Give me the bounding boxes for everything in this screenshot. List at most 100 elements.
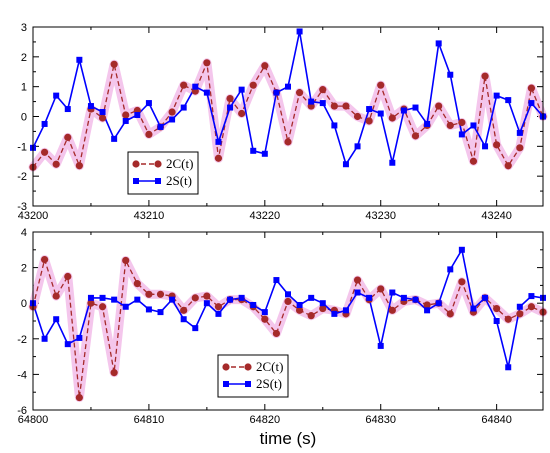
data-point-2C	[307, 312, 315, 320]
data-point-2S	[435, 40, 442, 47]
y-tick-label: 4	[21, 227, 27, 239]
data-point-2S	[134, 296, 141, 303]
data-point-2C	[516, 144, 524, 152]
data-point-2S	[447, 71, 454, 78]
data-point-2S	[203, 89, 210, 96]
plot-frame	[32, 26, 544, 207]
data-point-2C	[52, 292, 60, 300]
data-point-2C	[261, 62, 269, 70]
data-point-2S	[528, 100, 535, 107]
data-point-2C	[319, 86, 327, 94]
data-point-2C	[446, 310, 454, 318]
data-point-2S	[319, 300, 326, 307]
data-point-2C	[75, 393, 83, 402]
data-point-2C	[353, 112, 362, 121]
data-point-2C	[122, 256, 130, 265]
y-tick-label: 0	[21, 112, 27, 124]
data-point-2S	[470, 305, 477, 312]
data-point-2S	[64, 341, 71, 348]
data-point-2C	[145, 290, 153, 298]
data-point-2S	[447, 266, 454, 273]
data-point-2S	[64, 106, 71, 113]
data-point-2C	[249, 81, 257, 89]
data-point-2C	[168, 108, 176, 116]
data-point-2C	[87, 299, 95, 307]
legend-label: 2S(t)	[256, 376, 282, 391]
data-point-2C	[203, 59, 211, 67]
data-point-2S	[169, 296, 176, 303]
data-point-2C	[110, 60, 118, 68]
y-tick-label: -2	[17, 171, 27, 183]
legend-box	[217, 354, 289, 398]
legend-label: 2S(t)	[166, 173, 192, 188]
data-point-2C	[330, 102, 338, 110]
data-point-2S	[389, 159, 396, 166]
data-point-2C	[527, 84, 536, 92]
plot-panel-1: 43200 43210 43220 43230 43240 -3 -2 -1 0 1 2 3 2C(t)…	[17, 22, 548, 222]
data-point-2C	[110, 369, 118, 377]
data-point-2S	[505, 364, 512, 371]
legend-marker	[245, 381, 251, 387]
legend-marker	[222, 363, 230, 371]
plot-frame	[32, 231, 544, 411]
legend: 2C(t) 2S(t)	[217, 354, 289, 398]
legend-label: 2C(t)	[256, 359, 283, 374]
data-point-2S	[424, 120, 431, 127]
data-point-2S	[273, 89, 280, 96]
data-point-2C	[377, 285, 385, 293]
legend-marker	[223, 381, 229, 387]
data-point-2C	[481, 72, 489, 80]
data-point-2S	[122, 303, 129, 310]
data-point-2S	[412, 296, 419, 303]
y-tick-label: 1	[21, 82, 27, 94]
data-point-2C	[40, 148, 49, 156]
data-point-2C	[353, 276, 362, 284]
data-point-2C	[52, 160, 60, 168]
data-point-2S	[87, 103, 94, 110]
data-point-2S	[250, 147, 257, 154]
data-point-2S	[250, 301, 257, 308]
x-tick-label: 64840	[481, 414, 512, 426]
y-tick-label: 2	[21, 52, 27, 64]
series-highlight-2C	[28, 58, 548, 172]
data-point-2S	[192, 83, 199, 90]
data-point-2S	[238, 86, 245, 93]
data-point-2C	[191, 294, 199, 302]
data-point-2S	[215, 138, 222, 145]
data-point-2S	[145, 100, 152, 107]
data-point-2C	[64, 272, 72, 281]
data-point-2C	[226, 95, 234, 103]
data-point-2S	[342, 161, 349, 168]
data-point-2C	[98, 303, 107, 311]
x-tick-label: 64800	[18, 414, 49, 426]
data-point-2S	[261, 309, 268, 316]
data-point-2S	[516, 129, 523, 136]
y-tick-label: -6	[17, 405, 27, 417]
data-point-2C	[458, 118, 466, 127]
data-point-2S	[458, 246, 465, 253]
data-point-2S	[400, 107, 407, 114]
legend-marker	[155, 178, 161, 184]
data-point-2C	[458, 278, 466, 286]
data-point-2S	[53, 92, 60, 99]
data-point-2S	[180, 316, 187, 323]
data-point-2C	[469, 157, 478, 165]
data-point-2S	[238, 294, 245, 301]
data-point-2C	[284, 297, 292, 306]
data-point-2S	[342, 307, 349, 314]
data-point-2S	[227, 104, 234, 111]
x-axis-label: time (s)	[260, 429, 317, 448]
plot-panel-2: 64800 64810 64820 64830 64840-6-4-20242C(t)2…	[17, 227, 548, 448]
data-point-2S	[157, 123, 164, 130]
data-point-2S	[169, 116, 176, 123]
data-point-2S	[296, 28, 303, 35]
data-point-2S	[192, 325, 199, 332]
data-point-2S	[76, 56, 83, 63]
data-point-2S	[354, 143, 361, 150]
data-point-2S	[273, 277, 280, 284]
legend-marker	[154, 160, 162, 168]
data-point-2C	[203, 292, 211, 300]
data-point-2C	[411, 132, 420, 140]
data-point-2C	[295, 89, 304, 97]
data-point-2S	[412, 104, 419, 111]
